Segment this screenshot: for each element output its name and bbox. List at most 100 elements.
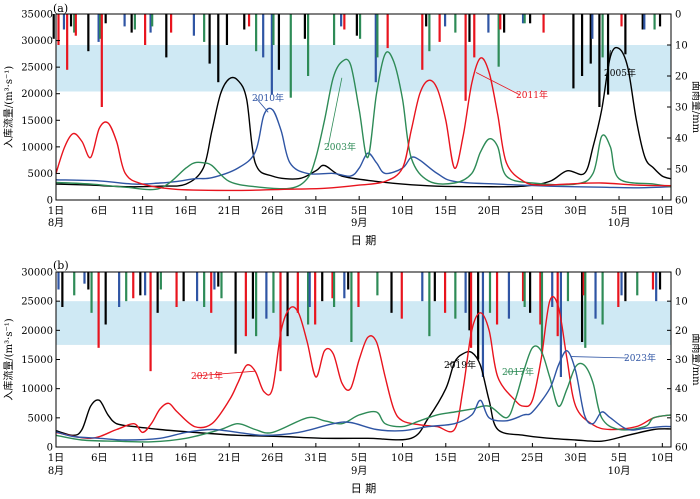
- rain-bar: [487, 14, 490, 33]
- rain-bar: [217, 14, 220, 83]
- rain-bar: [139, 272, 142, 296]
- rain-bar: [425, 14, 428, 27]
- rain-bar: [350, 272, 353, 342]
- rain-bar: [225, 14, 229, 45]
- y-tick-label-left: 5000: [28, 169, 53, 180]
- y-tick-label-left: 15000: [21, 355, 53, 366]
- rain-bar: [125, 272, 128, 302]
- plot-frame: [55, 13, 672, 201]
- rain-bar: [286, 272, 289, 337]
- rain-bar: [488, 272, 492, 313]
- rain-bar: [270, 14, 273, 95]
- rain-bar: [97, 272, 100, 348]
- panel-label: (a): [53, 2, 68, 15]
- rain-bar: [529, 272, 532, 313]
- x-tick-label: 20日: [478, 206, 501, 217]
- month-label: 8月: [48, 217, 64, 229]
- flow-line-2010年: [55, 107, 672, 189]
- label-leader: [571, 356, 629, 359]
- chart-panel-b: 2019年 2021年 2017年 2023年 0 5000 10000 15000 20000…: [2, 259, 700, 495]
- rain-bar: [87, 14, 90, 52]
- rain-bar: [306, 14, 310, 76]
- rain-bar: [495, 272, 499, 325]
- rain-bar: [83, 272, 86, 284]
- y-axis-title-left: 入库流量/(m³·s⁻¹): [2, 66, 15, 148]
- rain-bar: [347, 272, 350, 290]
- x-tick-label: 16日: [175, 206, 198, 217]
- y-tick-label-right: 60: [675, 196, 688, 207]
- rain-bar: [213, 272, 216, 290]
- rain-bar: [272, 272, 275, 313]
- rain-bar: [73, 272, 76, 296]
- rain-bar: [620, 14, 623, 27]
- series-label-2019年: 2019年: [444, 359, 476, 371]
- rain-bar: [247, 14, 251, 27]
- rain-bar: [473, 14, 476, 58]
- rain-bar: [149, 14, 152, 33]
- rain-bar: [386, 14, 389, 49]
- x-tick-label: 20日: [478, 453, 501, 464]
- rain-bars-2019年: [61, 272, 662, 360]
- y-tick-label-right: 50: [675, 413, 688, 424]
- month-label: 9月: [351, 217, 367, 229]
- rain-bar: [433, 272, 436, 302]
- rain-bar: [165, 14, 168, 58]
- x-tick-label: 10日: [391, 206, 414, 217]
- series-label-2005年: 2005年: [604, 67, 636, 79]
- rain-bar: [507, 272, 511, 319]
- label-leader: [505, 370, 524, 373]
- y-tick-label-left: 0: [47, 443, 53, 454]
- y-tick-label-right: 10: [675, 297, 688, 308]
- y-tick-label-right: 60: [675, 443, 688, 454]
- rain-bar: [529, 14, 532, 24]
- x-tick-label: 6日: [91, 206, 107, 217]
- rain-bar: [331, 272, 334, 299]
- rain-bar: [376, 14, 379, 58]
- rain-bar: [620, 272, 623, 296]
- rain-bar: [497, 14, 500, 67]
- rain-bar: [428, 272, 431, 337]
- rain-bar: [66, 14, 69, 70]
- y-tick-label-left: 10000: [21, 384, 53, 395]
- rain-bar: [523, 272, 526, 307]
- month-label: 9月: [351, 465, 367, 477]
- y-axis-title-right: 面雨量/mm: [690, 81, 700, 134]
- x-axis-title: 日 期: [351, 482, 377, 495]
- y-tick-label-right: 40: [675, 134, 688, 145]
- rain-bar: [539, 272, 542, 325]
- x-tick-label: 25日: [521, 206, 544, 217]
- flow-line-2011年: [55, 57, 672, 192]
- y-tick-label-right: 20: [675, 72, 688, 83]
- highlight-band: [56, 45, 671, 92]
- rain-bar: [503, 14, 506, 33]
- rain-bar: [582, 272, 585, 296]
- rain-bars-2003年: [73, 14, 656, 98]
- rain-bar: [658, 14, 662, 27]
- rain-bar: [195, 272, 199, 302]
- rain-bar: [272, 14, 275, 45]
- rain-bar: [464, 272, 467, 313]
- rain-bar: [499, 14, 502, 30]
- flow-line-2023年: [55, 350, 672, 441]
- rain-bar: [559, 272, 562, 377]
- month-label: 10月: [608, 465, 631, 477]
- rain-bar: [636, 272, 639, 296]
- rain-bar: [438, 14, 441, 42]
- flow-line-2019年: [55, 350, 672, 443]
- rain-bar: [343, 272, 346, 299]
- rain-bar: [296, 272, 299, 313]
- rain-bar: [251, 272, 255, 319]
- x-tick-label: 21日: [218, 453, 241, 464]
- y-axis-title-left: 入库流量/(m³·s⁻¹): [2, 318, 15, 400]
- x-tick-label: 21日: [218, 206, 241, 217]
- rain-bar: [477, 272, 480, 360]
- rain-bar: [521, 272, 525, 302]
- y-tick-label-left: 10000: [21, 142, 53, 153]
- rain-bar: [133, 14, 136, 30]
- label-leader: [194, 370, 256, 377]
- rain-bar: [303, 14, 306, 39]
- y-tick-label-right: 20: [675, 326, 688, 337]
- highlight-band: [56, 301, 671, 345]
- y-tick-label-left: 30000: [21, 268, 53, 279]
